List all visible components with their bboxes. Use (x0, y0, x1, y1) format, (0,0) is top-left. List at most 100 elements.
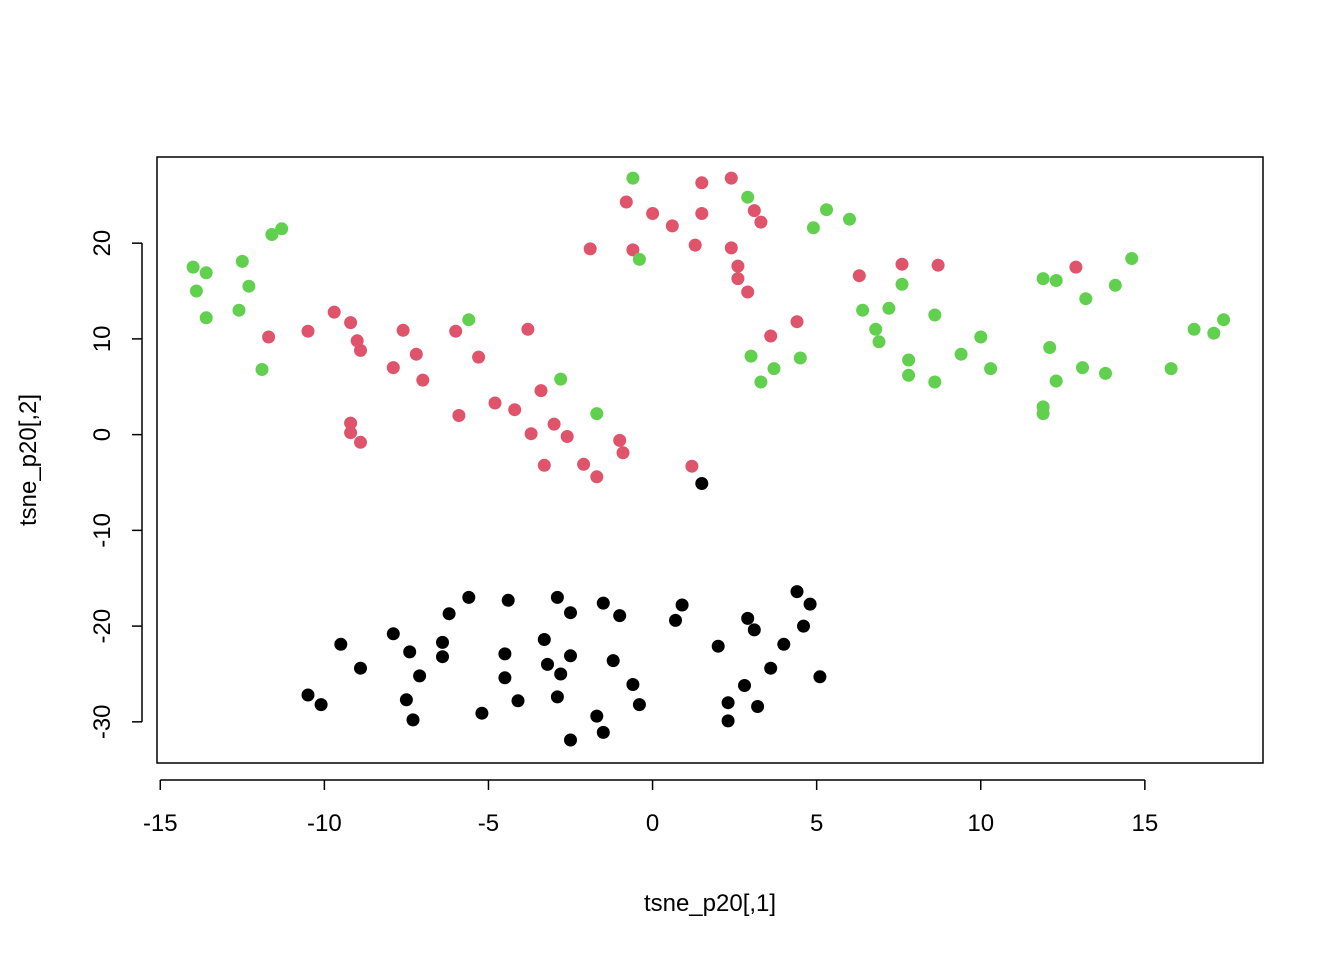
data-point (186, 260, 200, 274)
data-point (895, 277, 909, 291)
data-point (1125, 252, 1139, 265)
data-point (452, 409, 466, 422)
data-point (632, 252, 646, 266)
data-point (902, 353, 916, 367)
data-point (613, 609, 627, 623)
data-point (747, 204, 761, 218)
data-point (695, 207, 709, 220)
data-point (741, 611, 755, 625)
data-point (741, 285, 755, 299)
y-tick-label: -10 (89, 513, 116, 548)
data-point (1207, 326, 1221, 340)
data-point (902, 368, 916, 382)
data-point (675, 598, 689, 612)
data-point (406, 713, 420, 727)
data-point (498, 647, 512, 661)
data-point (413, 669, 427, 683)
data-point (721, 714, 735, 728)
data-point (1099, 366, 1112, 380)
data-point (436, 650, 449, 664)
data-point (472, 350, 486, 364)
data-point (301, 324, 315, 338)
data-point (554, 372, 568, 386)
data-point (235, 254, 249, 268)
data-point (344, 426, 358, 440)
data-point (1079, 292, 1093, 306)
data-point (803, 597, 817, 611)
data-point (695, 477, 709, 490)
data-point (564, 606, 577, 620)
y-tick-label: -20 (89, 609, 116, 644)
data-point (790, 315, 804, 329)
data-point (564, 649, 577, 663)
data-point (669, 613, 682, 627)
data-point (632, 698, 646, 712)
data-point (524, 427, 538, 441)
data-point (931, 258, 945, 272)
data-point (199, 311, 213, 325)
x-tick-label: -10 (307, 810, 342, 837)
data-point (511, 694, 525, 708)
data-point (1049, 274, 1063, 287)
data-point (1069, 260, 1083, 274)
data-point (386, 627, 400, 641)
data-point (462, 590, 476, 604)
data-point (724, 241, 738, 255)
data-point (590, 470, 604, 484)
data-point (928, 375, 942, 389)
data-points (186, 171, 1231, 747)
data-point (731, 272, 745, 286)
data-point (275, 222, 289, 236)
data-point (547, 417, 561, 431)
data-point (590, 709, 604, 723)
data-point (1108, 278, 1122, 292)
data-point (521, 322, 535, 336)
x-tick-label: 10 (967, 810, 994, 837)
x-axis-label: tsne_p20[,1] (644, 890, 776, 917)
data-point (436, 635, 449, 649)
data-point (550, 690, 564, 704)
data-point (403, 645, 417, 659)
data-point (695, 176, 709, 190)
data-point (1036, 400, 1050, 414)
data-point (462, 313, 476, 327)
data-point (1043, 341, 1057, 354)
data-point (1036, 272, 1050, 286)
data-point (616, 446, 630, 460)
data-point (554, 667, 568, 681)
data-point (564, 733, 577, 747)
data-point (534, 384, 548, 398)
data-point (449, 324, 463, 338)
data-point (550, 590, 564, 604)
x-tick-label: 0 (646, 810, 659, 837)
data-point (767, 362, 781, 376)
data-point (1164, 362, 1178, 376)
data-point (327, 305, 341, 319)
x-tick-label: -15 (143, 810, 178, 837)
data-point (872, 335, 886, 349)
data-point (626, 678, 640, 691)
data-point (721, 696, 735, 710)
data-point (590, 407, 604, 421)
data-point (984, 362, 998, 376)
data-point (731, 259, 745, 273)
data-point (724, 171, 738, 185)
data-point (498, 671, 512, 685)
y-tick-label: 0 (89, 428, 116, 441)
data-point (537, 633, 551, 646)
data-point (954, 347, 968, 361)
data-point (777, 637, 791, 651)
data-point (255, 363, 269, 376)
data-point (751, 700, 765, 713)
data-point (738, 679, 751, 692)
data-point (626, 171, 640, 185)
y-tick-label: 10 (89, 326, 116, 353)
data-point (416, 373, 430, 387)
data-point (754, 375, 768, 389)
y-axis: -30 -20 -10 0 10 20 (89, 230, 143, 739)
data-point (501, 593, 515, 607)
data-point (869, 322, 883, 336)
x-tick-label: 5 (810, 810, 823, 837)
data-point (409, 347, 423, 361)
